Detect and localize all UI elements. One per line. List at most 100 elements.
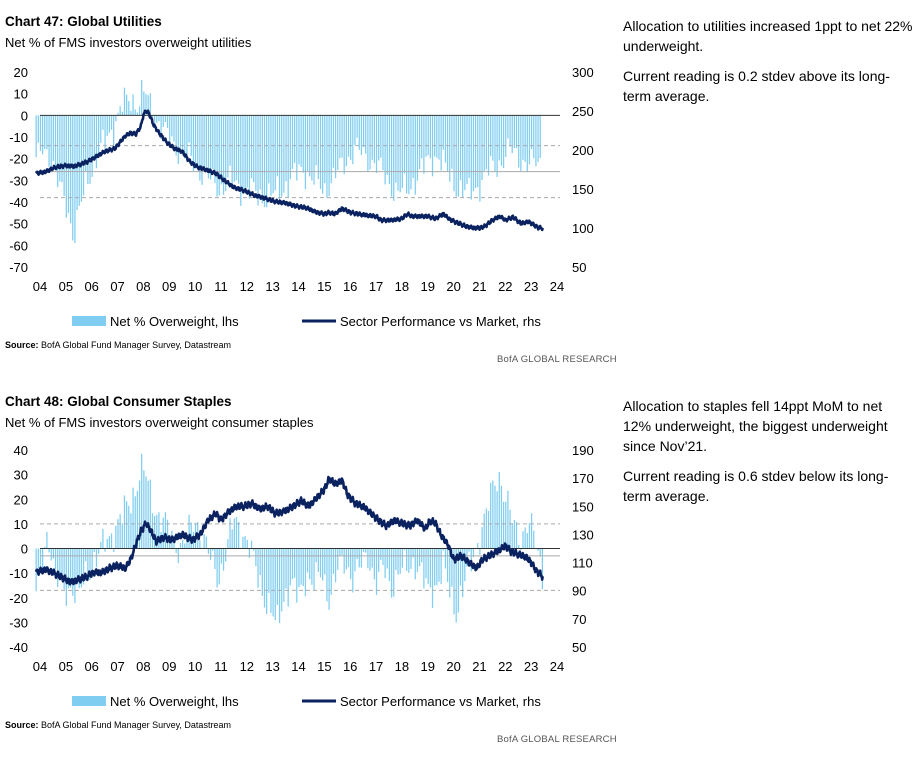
legend-swatch-bars [72, 696, 106, 706]
overweight-bar [360, 115, 363, 156]
overweight-bar [216, 548, 218, 588]
legend-label: Net % Overweight, lhs [110, 694, 239, 709]
overweight-bar [266, 115, 268, 208]
overweight-bar [384, 548, 386, 579]
overweight-bar [35, 115, 37, 158]
y-left-tick-label: 0 [21, 542, 28, 557]
overweight-bar [296, 548, 298, 603]
overweight-bar [459, 548, 462, 586]
overweight-bar [500, 485, 503, 549]
commentary-paragraph: Allocation to utilities increased 1ppt t… [623, 18, 913, 54]
overweight-bar [345, 548, 347, 570]
overweight-bar [199, 115, 201, 181]
y-left-tick-label: -20 [9, 152, 28, 167]
overweight-bar [350, 115, 352, 160]
overweight-bar [410, 115, 412, 190]
overweight-bar [524, 115, 526, 162]
x-tick-label: 06 [84, 279, 98, 294]
source-label: Source: [5, 720, 39, 730]
overweight-bar [513, 115, 515, 149]
overweight-bar [175, 115, 177, 156]
overweight-bar [266, 548, 268, 615]
overweight-bar [339, 548, 341, 557]
overweight-bar [108, 536, 111, 549]
overweight-bar [401, 115, 403, 189]
overweight-bar [52, 548, 55, 559]
overweight-bar [207, 115, 210, 179]
overweight-bar [102, 528, 104, 549]
overweight-bar [216, 115, 218, 197]
overweight-bar [468, 115, 470, 179]
x-tick-label: 20 [446, 659, 460, 674]
chart-subtitle: Net % of FMS investors overweight utilit… [5, 35, 252, 50]
overweight-bar [418, 548, 421, 567]
overweight-bar [134, 496, 136, 549]
overweight-bar [119, 514, 121, 549]
overweight-bar [511, 523, 513, 549]
overweight-bar [192, 115, 195, 171]
overweight-bar [285, 115, 287, 182]
x-tick-label: 14 [291, 279, 305, 294]
y-left-tick-label: -20 [9, 591, 28, 606]
overweight-bar [115, 115, 117, 122]
x-tick-label: 18 [395, 659, 409, 674]
overweight-bar [37, 548, 39, 569]
overweight-bar [436, 548, 438, 586]
source-text: BofA Global Fund Manager Survey, Datastr… [38, 720, 231, 730]
overweight-bar [397, 115, 399, 191]
chart-47-panel: Chart 47: Global Utilities Net % of FMS … [5, 14, 913, 365]
overweight-bar [276, 115, 279, 177]
y-right-tick-label: 150 [572, 499, 594, 514]
x-tick-label: 11 [214, 279, 228, 294]
overweight-bar [367, 115, 369, 172]
overweight-bar [492, 480, 494, 549]
overweight-bar [289, 548, 291, 586]
y-left-tick-label: -30 [9, 615, 28, 630]
overweight-bar [322, 548, 324, 581]
x-tick-label: 04 [33, 279, 47, 294]
overweight-bar [442, 548, 444, 551]
overweight-bar [44, 546, 46, 549]
overweight-bar [229, 518, 231, 549]
overweight-bar [39, 548, 42, 571]
overweight-bar [257, 115, 259, 206]
commentary-paragraph: Allocation to staples fell 14ppt MoM to … [623, 398, 888, 454]
overweight-bar [358, 115, 360, 150]
overweight-bar [104, 115, 106, 149]
overweight-bar [498, 471, 500, 549]
overweight-bar [371, 548, 373, 568]
y-left-tick-label: 10 [14, 517, 28, 532]
overweight-bar [322, 115, 324, 194]
overweight-bar [477, 115, 479, 188]
y-left-tick-label: -40 [9, 195, 28, 210]
chart-subtitle: Net % of FMS investors overweight consum… [5, 415, 314, 430]
overweight-bar [197, 115, 199, 167]
overweight-bar [138, 106, 141, 116]
overweight-bar [425, 115, 427, 157]
overweight-bar [541, 548, 544, 590]
overweight-bar [184, 543, 186, 549]
chart-commentary: Allocation to utilities increased 1ppt t… [623, 16, 913, 116]
overweight-bar [455, 115, 457, 197]
overweight-bar [347, 115, 350, 157]
chart-commentary: Allocation to staples fell 14ppt MoM to … [623, 396, 913, 516]
overweight-bar [369, 115, 371, 170]
overweight-bar [399, 115, 401, 193]
overweight-bar [421, 115, 423, 159]
overweight-bar [212, 115, 214, 170]
overweight-bar [300, 115, 302, 167]
overweight-bar [429, 548, 431, 588]
overweight-bar [175, 548, 177, 553]
x-tick-label: 10 [188, 279, 202, 294]
overweight-bar [289, 115, 291, 180]
overweight-bar [281, 548, 283, 612]
overweight-bar [472, 548, 475, 558]
overweight-bar [63, 548, 65, 590]
overweight-bar [106, 115, 108, 136]
overweight-bar [250, 115, 253, 179]
y-left-tick-label: 30 [14, 468, 28, 483]
overweight-bar [479, 548, 481, 555]
x-tick-label: 06 [84, 659, 98, 674]
x-tick-label: 20 [446, 279, 460, 294]
overweight-bar [285, 548, 287, 589]
